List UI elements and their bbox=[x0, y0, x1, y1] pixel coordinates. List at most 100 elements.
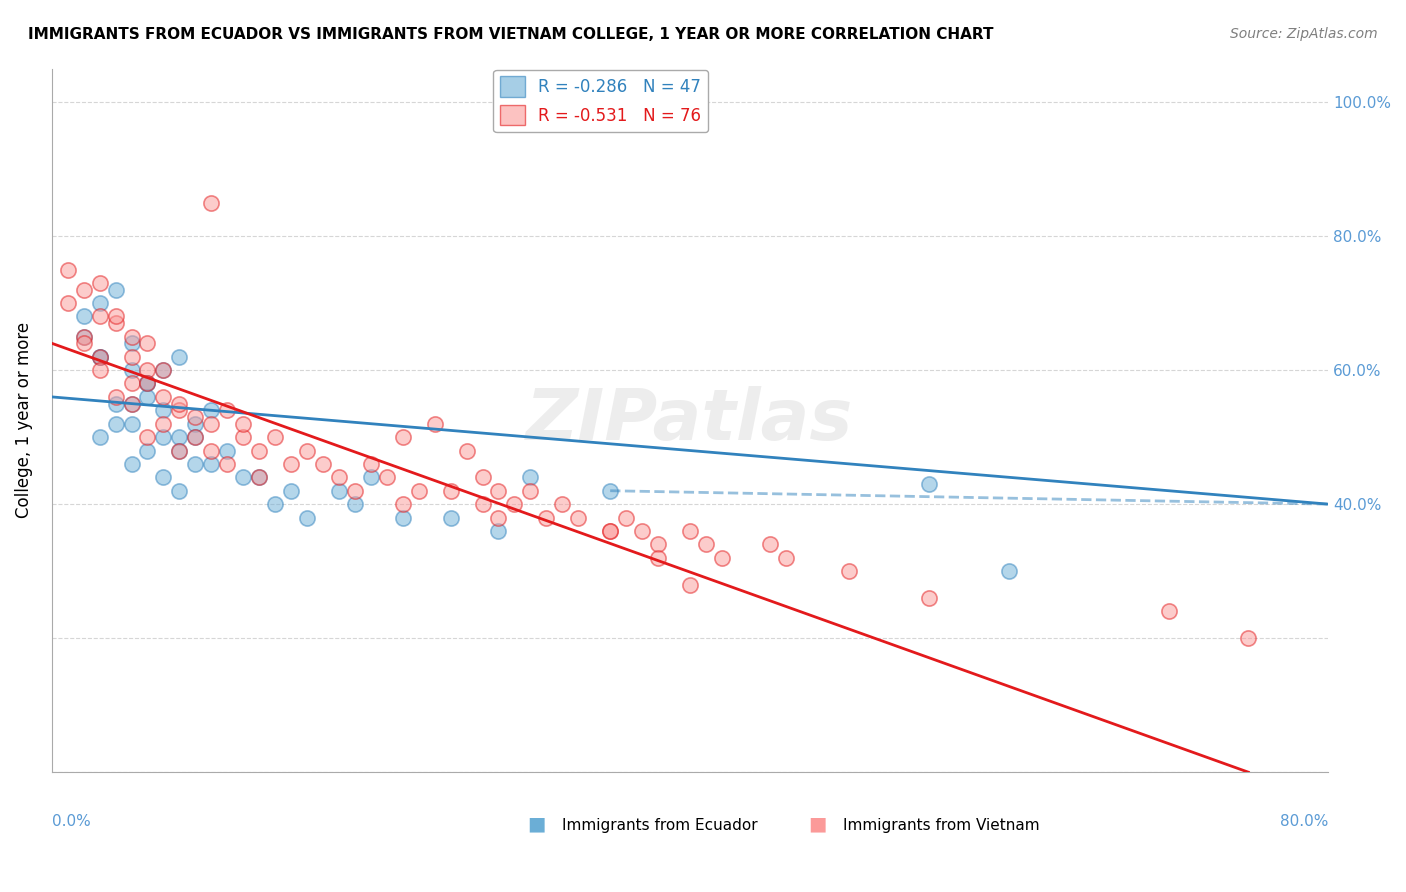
Point bbox=[998, 564, 1021, 578]
Point bbox=[264, 430, 287, 444]
Text: 80.0%: 80.0% bbox=[1279, 814, 1329, 830]
Legend: R = -0.286   N = 47, R = -0.531   N = 76: R = -0.286 N = 47, R = -0.531 N = 76 bbox=[494, 70, 709, 132]
Point bbox=[104, 310, 127, 324]
Point bbox=[232, 430, 254, 444]
Point bbox=[631, 524, 654, 538]
Point bbox=[56, 296, 79, 310]
Point bbox=[56, 262, 79, 277]
Point bbox=[89, 350, 111, 364]
Point bbox=[471, 470, 494, 484]
Point bbox=[136, 376, 159, 391]
Point bbox=[488, 483, 510, 498]
Point bbox=[488, 524, 510, 538]
Point bbox=[169, 443, 191, 458]
Point bbox=[136, 443, 159, 458]
Point bbox=[152, 403, 174, 417]
Point bbox=[647, 550, 669, 565]
Point bbox=[599, 524, 621, 538]
Point bbox=[503, 497, 526, 511]
Point bbox=[280, 457, 302, 471]
Point bbox=[519, 483, 541, 498]
Point bbox=[328, 470, 350, 484]
Point bbox=[391, 497, 413, 511]
Point bbox=[439, 510, 461, 524]
Point bbox=[104, 417, 127, 431]
Point bbox=[169, 350, 191, 364]
Point bbox=[169, 396, 191, 410]
Point bbox=[758, 537, 780, 551]
Point bbox=[679, 577, 702, 591]
Point bbox=[360, 457, 382, 471]
Point bbox=[439, 483, 461, 498]
Point bbox=[121, 396, 143, 410]
Text: Source: ZipAtlas.com: Source: ZipAtlas.com bbox=[1230, 27, 1378, 41]
Point bbox=[360, 470, 382, 484]
Point bbox=[184, 430, 207, 444]
Point bbox=[918, 591, 941, 605]
Point bbox=[121, 363, 143, 377]
Point bbox=[408, 483, 430, 498]
Point bbox=[217, 443, 239, 458]
Point bbox=[312, 457, 335, 471]
Point bbox=[152, 470, 174, 484]
Point bbox=[104, 316, 127, 330]
Point bbox=[391, 510, 413, 524]
Point bbox=[471, 497, 494, 511]
Point bbox=[264, 497, 287, 511]
Point bbox=[343, 483, 366, 498]
Y-axis label: College, 1 year or more: College, 1 year or more bbox=[15, 322, 32, 518]
Point bbox=[169, 403, 191, 417]
Point bbox=[200, 457, 222, 471]
Point bbox=[200, 417, 222, 431]
Point bbox=[647, 537, 669, 551]
Point bbox=[247, 470, 270, 484]
Point bbox=[614, 510, 637, 524]
Point bbox=[169, 430, 191, 444]
Point bbox=[73, 329, 96, 343]
Point bbox=[295, 443, 318, 458]
Point bbox=[679, 524, 702, 538]
Point bbox=[343, 497, 366, 511]
Point bbox=[217, 457, 239, 471]
Point bbox=[599, 483, 621, 498]
Point bbox=[567, 510, 589, 524]
Point bbox=[152, 363, 174, 377]
Point bbox=[295, 510, 318, 524]
Point bbox=[200, 443, 222, 458]
Point bbox=[121, 329, 143, 343]
Point bbox=[104, 283, 127, 297]
Point bbox=[169, 443, 191, 458]
Point bbox=[73, 336, 96, 351]
Point bbox=[136, 336, 159, 351]
Point bbox=[536, 510, 558, 524]
Point bbox=[519, 470, 541, 484]
Point bbox=[136, 376, 159, 391]
Point bbox=[184, 417, 207, 431]
Point bbox=[423, 417, 446, 431]
Point bbox=[121, 336, 143, 351]
Point bbox=[184, 457, 207, 471]
Point bbox=[121, 376, 143, 391]
Point bbox=[73, 283, 96, 297]
Point bbox=[488, 510, 510, 524]
Point bbox=[121, 457, 143, 471]
Point bbox=[89, 350, 111, 364]
Point bbox=[710, 550, 733, 565]
Point bbox=[104, 396, 127, 410]
Point bbox=[152, 363, 174, 377]
Point bbox=[1237, 631, 1260, 645]
Text: ■: ■ bbox=[527, 814, 546, 833]
Point bbox=[200, 195, 222, 210]
Point bbox=[838, 564, 860, 578]
Point bbox=[73, 329, 96, 343]
Point bbox=[121, 350, 143, 364]
Point bbox=[152, 417, 174, 431]
Point bbox=[73, 310, 96, 324]
Point bbox=[184, 409, 207, 424]
Point bbox=[121, 396, 143, 410]
Point bbox=[136, 390, 159, 404]
Point bbox=[456, 443, 478, 458]
Point bbox=[247, 443, 270, 458]
Point bbox=[136, 376, 159, 391]
Point bbox=[695, 537, 717, 551]
